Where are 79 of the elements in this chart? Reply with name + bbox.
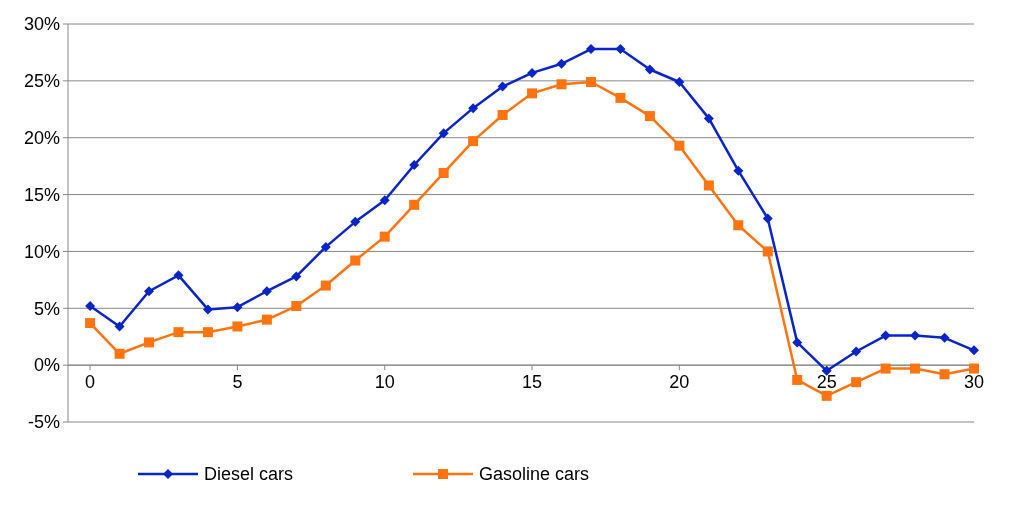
point [261, 286, 272, 297]
point [409, 199, 420, 210]
point [585, 44, 596, 55]
point [173, 327, 184, 338]
point [615, 44, 626, 55]
point [114, 348, 125, 359]
point [232, 302, 243, 313]
point [703, 113, 714, 124]
point [438, 167, 449, 178]
point [202, 327, 213, 338]
point [468, 136, 479, 147]
point [379, 195, 390, 206]
point [350, 255, 361, 266]
legend-label: Gasoline cars [479, 464, 590, 485]
point [733, 220, 744, 231]
point [379, 231, 390, 242]
point [910, 330, 921, 341]
point [497, 109, 508, 120]
point [291, 271, 302, 282]
point [144, 286, 155, 297]
point [527, 88, 538, 99]
point [762, 213, 773, 224]
point [232, 321, 243, 332]
point [733, 165, 744, 176]
point [261, 314, 272, 325]
x-tick-label: 20 [669, 371, 690, 392]
point [762, 246, 773, 257]
point [320, 241, 331, 252]
x-tick-label: 30 [963, 371, 985, 392]
point [202, 304, 213, 315]
point [615, 92, 626, 103]
point [291, 301, 302, 312]
point [85, 318, 96, 329]
point [939, 369, 950, 380]
x-tick-label: 5 [232, 371, 243, 392]
point [910, 363, 921, 374]
y-tick-label: 5% [33, 298, 60, 319]
point [468, 103, 479, 114]
y-tick-label: 15% [23, 184, 60, 205]
point [585, 76, 596, 87]
point [409, 160, 420, 171]
point [703, 180, 714, 191]
y-tick-label: 10% [23, 241, 60, 262]
point [644, 64, 655, 75]
point [821, 390, 832, 401]
point [880, 363, 891, 374]
point [674, 76, 685, 87]
point [880, 330, 891, 341]
point [792, 374, 803, 385]
point [969, 363, 979, 374]
point [851, 377, 862, 388]
point [85, 301, 96, 312]
point [939, 332, 950, 343]
point [792, 337, 803, 348]
x-tick-label: 25 [816, 371, 837, 392]
point [674, 140, 685, 151]
point [969, 345, 979, 356]
point [144, 337, 155, 348]
point [527, 67, 538, 78]
point [851, 346, 862, 357]
point [556, 79, 567, 90]
point [350, 216, 361, 227]
point [114, 321, 125, 332]
point [497, 81, 508, 92]
point [556, 58, 567, 69]
x-tick-label: 0 [85, 371, 96, 392]
y-tick-label: 30% [23, 14, 60, 35]
point [438, 128, 449, 139]
x-tick-label: 10 [374, 371, 395, 392]
legend-label: Diesel cars [204, 464, 294, 485]
y-tick-label: -5% [27, 412, 60, 433]
x-tick-label: 15 [522, 371, 543, 392]
y-tick-label: 0% [33, 355, 60, 376]
y-tick-label: 20% [23, 128, 60, 149]
point [644, 111, 655, 122]
point [821, 365, 832, 376]
point [320, 280, 331, 291]
y-tick-label: 25% [23, 71, 60, 92]
point [173, 270, 184, 281]
